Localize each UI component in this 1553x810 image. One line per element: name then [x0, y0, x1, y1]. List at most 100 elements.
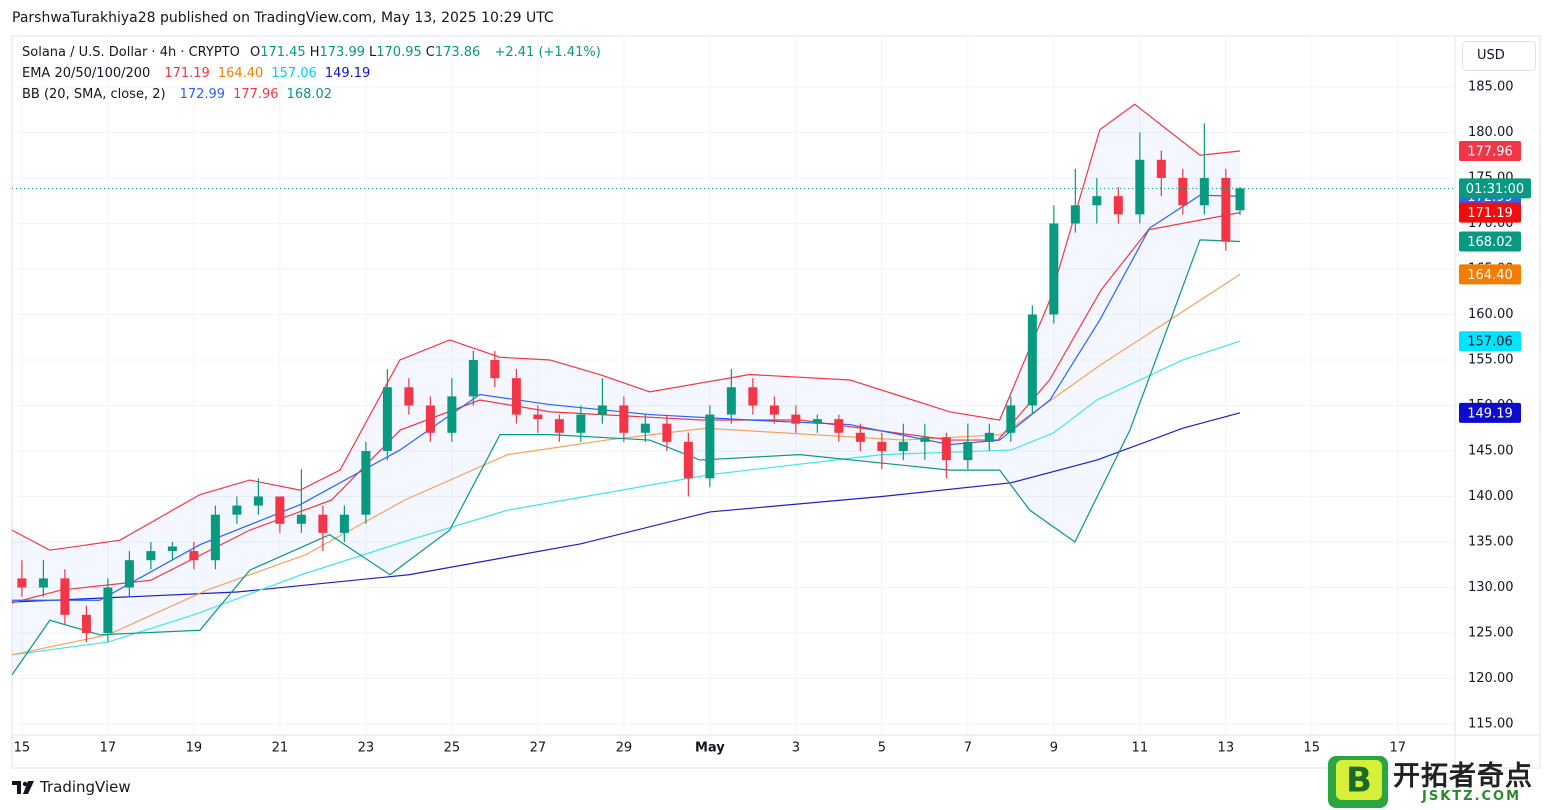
ohlc: O171.45 H173.99 L170.95 C173.86: [250, 45, 484, 60]
candle-body: [1221, 177, 1231, 242]
publisher-line: ParshwaTurakhiya28 published on TradingV…: [12, 10, 554, 26]
y-tick-label: 120.00: [1468, 671, 1514, 686]
price-label: 177.96: [1467, 145, 1513, 160]
candle-body: [17, 578, 27, 588]
watermark-letter: B: [1346, 761, 1372, 801]
candle-body: [339, 514, 349, 533]
x-tick-label: 13: [1218, 741, 1235, 756]
price-label: 168.02: [1467, 235, 1513, 250]
price-label-box: [1459, 402, 1521, 423]
candle-body: [1135, 159, 1145, 215]
candle-body: [920, 437, 930, 442]
candle-body: [597, 405, 607, 415]
symbol: Solana / U.S. Dollar · 4h · CRYPTO: [22, 45, 240, 60]
candle-body: [425, 405, 435, 433]
legend-ema: EMA 20/50/100/200 171.19 164.40 157.06 149.1…: [22, 66, 376, 81]
candle-body: [38, 578, 48, 588]
ohlc-value: 173.99: [319, 45, 366, 60]
x-tick-label: 17: [100, 741, 117, 756]
price-label: 164.40: [1467, 268, 1513, 283]
y-tick-label: 115.00: [1468, 716, 1514, 731]
indicator-line: [11, 412, 1241, 603]
x-tick-label: 5: [878, 741, 886, 756]
ohlc-key: O: [249, 45, 261, 60]
candle-body: [963, 441, 973, 461]
ohlc-key: C: [425, 45, 435, 60]
candle-body: [490, 359, 500, 379]
candle-body: [705, 414, 715, 479]
bb-label: BB (20, SMA, close, 2): [22, 87, 166, 102]
candle-body: [1178, 177, 1188, 206]
currency-button[interactable]: USD: [1462, 41, 1536, 71]
y-tick-label: 160.00: [1468, 307, 1514, 322]
x-tick-label: 3: [792, 741, 800, 756]
countdown-box: [1459, 178, 1531, 199]
candle-body: [748, 387, 758, 406]
x-tick-label: 29: [616, 741, 633, 756]
price-label-box: [1459, 331, 1521, 352]
price-label: 171.19: [1467, 206, 1513, 221]
ohlc-value: 173.86: [434, 45, 481, 60]
candle-body: [619, 405, 629, 433]
x-tick-label: 23: [358, 741, 375, 756]
candle-body: [447, 396, 457, 433]
ema-value: 171.19: [164, 66, 210, 81]
y-tick-label: 130.00: [1468, 580, 1514, 595]
bb-value: 177.96: [233, 87, 279, 102]
indicator-line: [12, 194, 1241, 601]
legend-symbol: Solana / U.S. Dollar · 4h · CRYPTO O171.…: [22, 45, 607, 60]
ema-value: 149.19: [324, 66, 371, 81]
countdown-label: 01:31:00: [1466, 182, 1524, 197]
plot: [11, 103, 1455, 676]
ohlc-value: 170.95: [376, 45, 422, 60]
candle-body: [167, 546, 177, 552]
candle-body: [103, 587, 113, 633]
candle-body: [382, 387, 392, 451]
grid: [12, 36, 1455, 735]
candle-body: [404, 387, 414, 406]
price-axis: 115.00 120.00 125.00 130.00 135.00 140.00 145.…: [14, 79, 1531, 756]
watermark-icon: B: [1328, 756, 1388, 808]
ohlc-key: H: [309, 45, 320, 60]
watermark: B 开拓者奇点 JSKTZ.COM: [1300, 752, 1553, 810]
candle-body: [232, 505, 242, 515]
brand: TradingView: [40, 778, 131, 796]
candle-body: [791, 414, 801, 424]
x-tick-label: 7: [964, 741, 972, 756]
candle-body: [812, 419, 822, 424]
candle-body: [511, 378, 521, 415]
candle-body: [1235, 188, 1245, 211]
indicator-line: [11, 273, 1241, 656]
price-label-box: [1459, 231, 1521, 252]
candle-body: [533, 414, 543, 420]
candle-body: [1113, 196, 1123, 215]
candle-body: [1027, 314, 1037, 406]
candle-body: [189, 551, 199, 561]
bb-values: 172.99 177.96 168.02: [172, 87, 333, 102]
bb-value: 168.02: [286, 87, 333, 102]
x-tick-label: 21: [272, 741, 289, 756]
candle-body: [769, 405, 779, 415]
candle-body: [124, 560, 134, 588]
chart-frame: [11, 35, 1541, 769]
price-label-box: [1459, 264, 1521, 285]
candle-body: [253, 496, 263, 506]
candle-body: [941, 437, 951, 461]
watermark-cn: 开拓者奇点: [1393, 761, 1533, 792]
x-tick-label: 17: [1390, 741, 1407, 756]
candle-body: [60, 578, 70, 615]
ema-value: 164.40: [217, 66, 264, 81]
price-label: 149.19: [1467, 406, 1513, 421]
candle-body: [576, 414, 586, 433]
x-tick-label: 11: [1132, 741, 1149, 756]
candle-body: [554, 419, 564, 433]
ema-label: EMA 20/50/100/200: [22, 66, 151, 81]
y-tick-label: 135.00: [1468, 534, 1514, 549]
x-tick-label: 25: [444, 741, 461, 756]
candle-body: [877, 441, 887, 451]
candle-body: [834, 419, 844, 433]
y-tick-label: 155.00: [1468, 352, 1514, 367]
candle-body: [1049, 223, 1059, 315]
candle-body: [1070, 205, 1080, 224]
